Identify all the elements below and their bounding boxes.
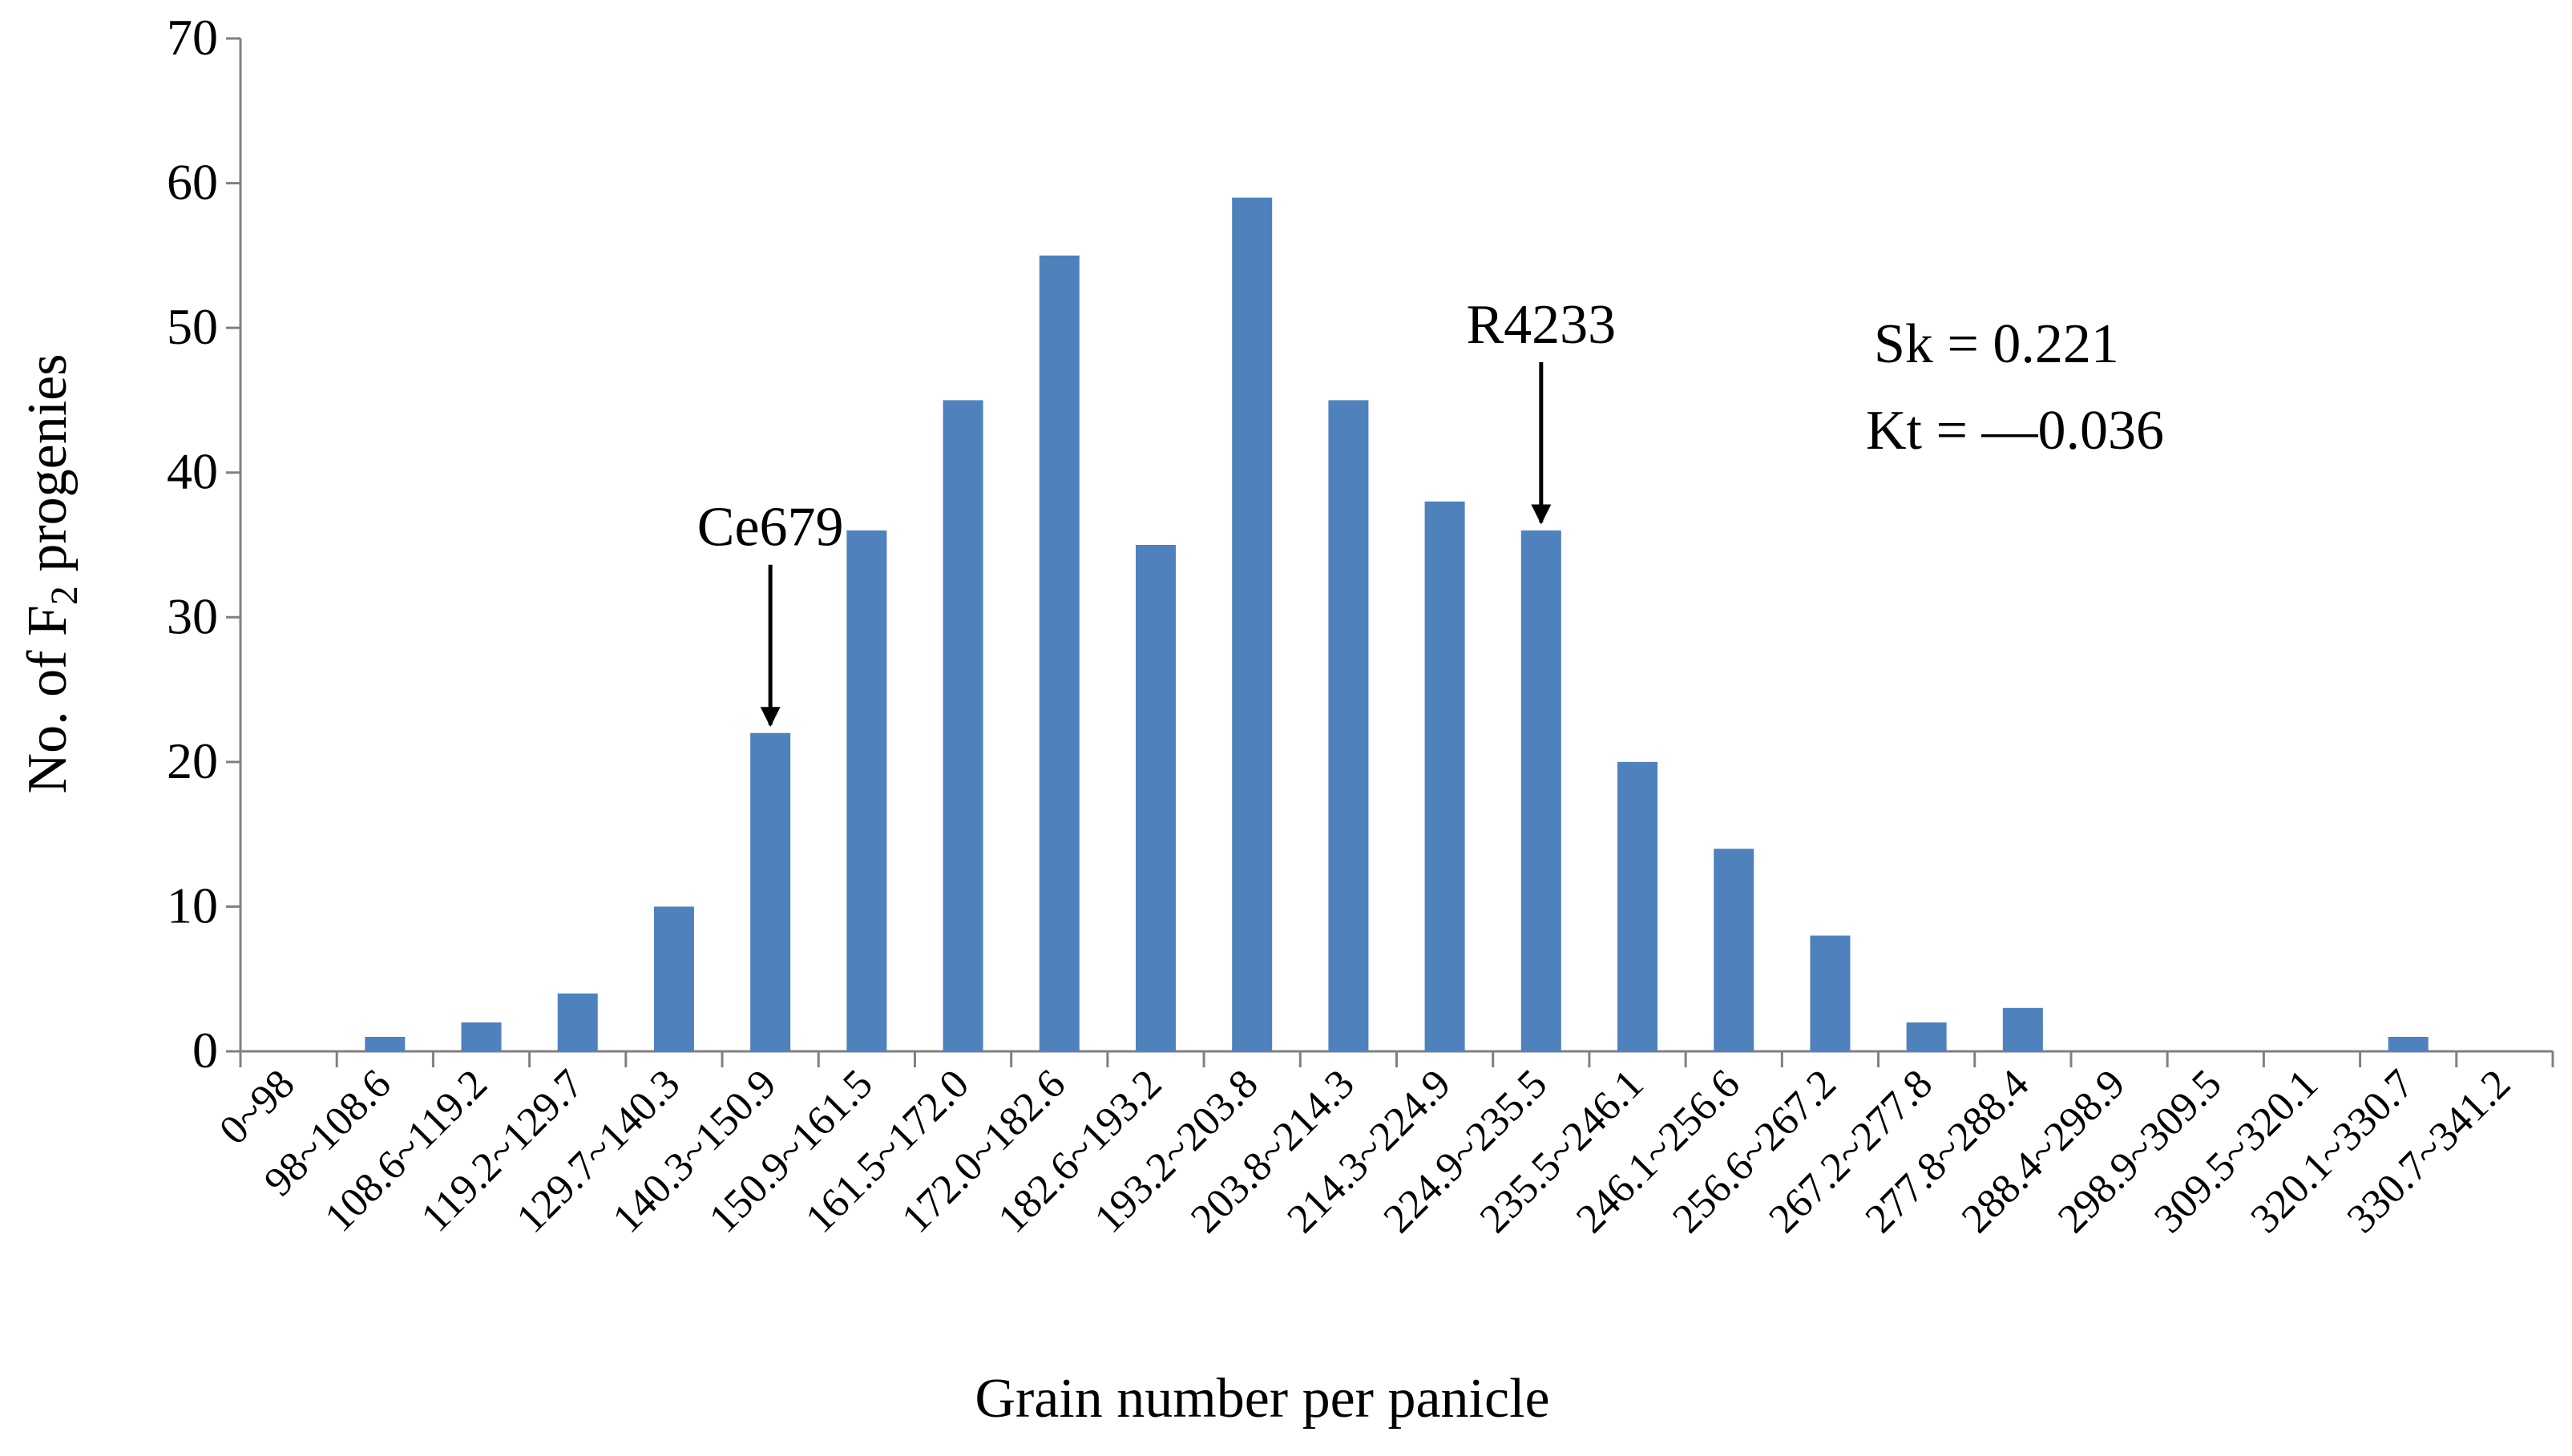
bar	[1232, 197, 1273, 1052]
bar	[750, 732, 791, 1051]
kurtosis-stat: Kt = —0.036	[1866, 400, 2164, 462]
bar	[1906, 1022, 1947, 1051]
y-axis-title: No. of F2 progenies	[17, 354, 86, 794]
y-tick-label: 70	[167, 9, 218, 66]
y-tick-label: 60	[167, 154, 218, 211]
bar	[1810, 935, 1851, 1051]
x-axis-title: Grain number per panicle	[975, 1368, 1549, 1430]
skewness-stat: Sk = 0.221	[1874, 313, 2119, 375]
bar	[1520, 530, 1561, 1051]
bars-layer	[365, 197, 2429, 1052]
y-tick-label: 30	[167, 587, 218, 644]
bar	[1328, 400, 1369, 1051]
y-axis-title-subscript: 2	[43, 586, 86, 605]
bar	[2388, 1036, 2429, 1051]
bar	[1039, 255, 1080, 1051]
y-tick-label: 40	[167, 443, 218, 500]
bar	[461, 1022, 502, 1051]
annotation-label: Ce679	[697, 497, 844, 559]
bar	[1135, 545, 1176, 1051]
bar	[846, 530, 887, 1051]
bar	[365, 1036, 406, 1051]
y-tick-label: 10	[167, 877, 218, 934]
annotations-layer: Ce679 R4233	[697, 294, 1616, 728]
y-axis-title-prefix: No. of F	[17, 605, 79, 793]
y-axis-title-suffix: progenies	[17, 354, 79, 587]
y-tick-label: 0	[192, 1022, 218, 1079]
bar	[943, 400, 983, 1051]
bar	[1714, 849, 1754, 1051]
annotation-label: R4233	[1466, 294, 1616, 356]
bar	[557, 993, 598, 1051]
bar	[2002, 1007, 2043, 1051]
y-tick-label: 50	[167, 298, 218, 355]
y-tick-label: 20	[167, 732, 218, 789]
bar	[653, 906, 694, 1051]
bar	[1617, 761, 1658, 1051]
bar	[1424, 501, 1465, 1051]
